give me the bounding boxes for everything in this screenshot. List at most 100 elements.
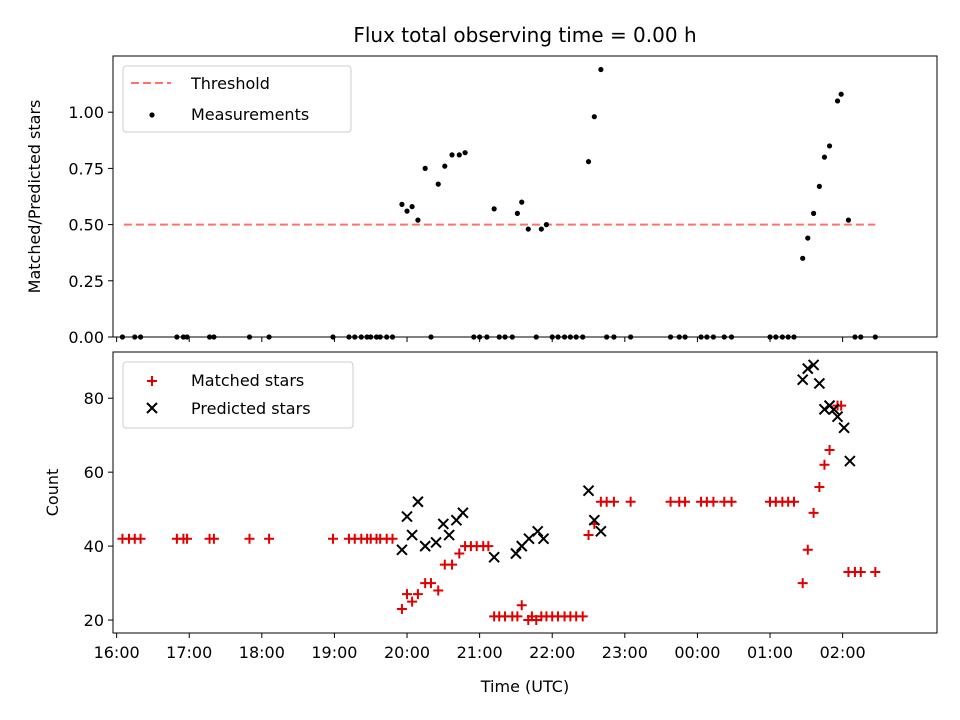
predicted-star-marker	[838, 422, 850, 434]
legend-measurements-swatch	[149, 112, 155, 118]
matched-star-marker	[726, 496, 737, 507]
matched-star-marker	[454, 548, 465, 559]
matched-star-marker	[182, 533, 193, 544]
bottom-x-tick-label: 02:00	[820, 643, 866, 662]
predicted-star-marker	[430, 536, 442, 549]
figure-title: Flux total observing time = 0.00 h	[353, 23, 696, 47]
measurement-point	[838, 91, 844, 97]
matched-star-marker	[244, 533, 255, 544]
predicted-star-marker	[588, 514, 601, 526]
top-plot-frame	[112, 55, 938, 338]
bottom-panel: 20 40 60 80 16:00 17:00 18:00 19:00 20:00 21:00 22…	[43, 351, 938, 696]
measurement-point	[591, 114, 597, 120]
bottom-y-tick-label: 20	[84, 611, 104, 630]
top-y-tick-label: 0.25	[68, 272, 104, 291]
bottom-legend-box	[122, 361, 354, 429]
measurement-point	[810, 210, 817, 216]
measurement-point	[449, 152, 455, 158]
matched-star-marker	[870, 566, 881, 577]
measurement-point	[435, 181, 441, 187]
matched-star-marker	[483, 541, 494, 552]
measurement-point	[598, 66, 604, 73]
measurement-point	[456, 152, 462, 158]
predicted-star-marker	[796, 374, 809, 386]
measurement-point	[585, 159, 592, 165]
matched-star-marker	[665, 496, 676, 507]
bottom-x-tick-label: 18:00	[239, 643, 285, 662]
matched-star-marker	[208, 533, 219, 544]
predicted-star-marker	[396, 544, 408, 556]
bottom-x-tick-label: 16:00	[94, 643, 140, 662]
measurement-point	[462, 150, 468, 156]
matched-star-marker	[788, 496, 799, 507]
bottom-x-tick-label: 23:00	[602, 643, 648, 662]
legend-matched-swatch	[147, 376, 157, 386]
predicted-star-marker	[437, 518, 450, 530]
matched-star-marker	[327, 533, 338, 544]
bottom-y-axis-label: Count	[43, 469, 62, 517]
matched-star-marker	[412, 589, 423, 600]
predicted-star-marker	[457, 507, 469, 519]
matched-star-marker	[808, 507, 819, 518]
predicted-star-marker	[443, 529, 455, 541]
measurement-point	[442, 163, 448, 169]
measurement-point	[821, 154, 828, 160]
bottom-x-tick-label: 01:00	[747, 643, 793, 662]
matched-star-marker	[531, 615, 542, 626]
predicted-star-marker	[401, 510, 413, 523]
measurement-point	[826, 143, 833, 149]
measurement-point	[800, 255, 806, 261]
top-legend-box	[122, 65, 352, 133]
measurement-point	[525, 226, 531, 232]
predicted-star-marker	[419, 540, 431, 552]
matched-star-marker	[583, 530, 594, 541]
legend-matched-label: Matched stars	[191, 371, 304, 390]
top-y-tick-label: 0.00	[68, 328, 104, 347]
bottom-x-tick-label: 19:00	[311, 643, 357, 662]
matched-star-marker	[447, 559, 458, 570]
bottom-x-tick-label: 17:00	[166, 643, 212, 662]
bottom-legend: Matched stars Predicted stars	[122, 361, 354, 429]
measurement-point	[816, 183, 822, 189]
matched-star-marker	[433, 585, 444, 596]
legend-predicted-swatch	[146, 402, 158, 414]
matched-star-marker	[797, 578, 808, 589]
predicted-star-marker	[531, 525, 544, 538]
matched-star-marker	[264, 533, 275, 544]
matched-star-marker	[135, 533, 146, 544]
predicted-star-marker	[582, 484, 595, 497]
top-y-tick-label: 0.50	[68, 216, 104, 235]
top-y-axis-label: Matched/Predicted stars	[25, 100, 44, 294]
legend-predicted-label: Predicted stars	[191, 399, 311, 418]
bottom-x-tick-label: 20:00	[384, 643, 430, 662]
predicted-star-marker	[828, 403, 840, 416]
bottom-x-tick-label: 00:00	[674, 643, 720, 662]
predicted-star-marker	[595, 525, 607, 538]
predicted-star-marker	[813, 377, 826, 390]
measurement-point	[538, 226, 544, 232]
predicted-star-marker	[488, 551, 500, 563]
matched-star-marker	[824, 444, 835, 455]
measurement-point	[399, 201, 405, 207]
matched-star-marker	[512, 611, 523, 622]
predicted-star-marker	[807, 359, 820, 371]
matched-star-marker	[425, 578, 436, 589]
measurement-point	[845, 217, 852, 223]
matched-star-marker	[407, 596, 418, 607]
measurement-point	[805, 235, 811, 241]
matched-star-marker	[819, 459, 830, 470]
bottom-plot-frame	[112, 351, 938, 634]
matched-star-marker	[625, 496, 636, 507]
measurement-point	[404, 208, 410, 214]
measurement-point	[415, 217, 421, 223]
matched-star-marker	[814, 481, 825, 492]
matched-star-marker	[680, 496, 691, 507]
measurement-point	[834, 98, 841, 104]
matched-star-marker	[516, 600, 527, 611]
matched-star-marker	[387, 533, 398, 544]
matched-star-marker	[608, 496, 619, 507]
predicted-star-marker	[802, 362, 814, 375]
matched-star-marker	[855, 566, 866, 577]
predicted-star-marker	[510, 547, 522, 560]
